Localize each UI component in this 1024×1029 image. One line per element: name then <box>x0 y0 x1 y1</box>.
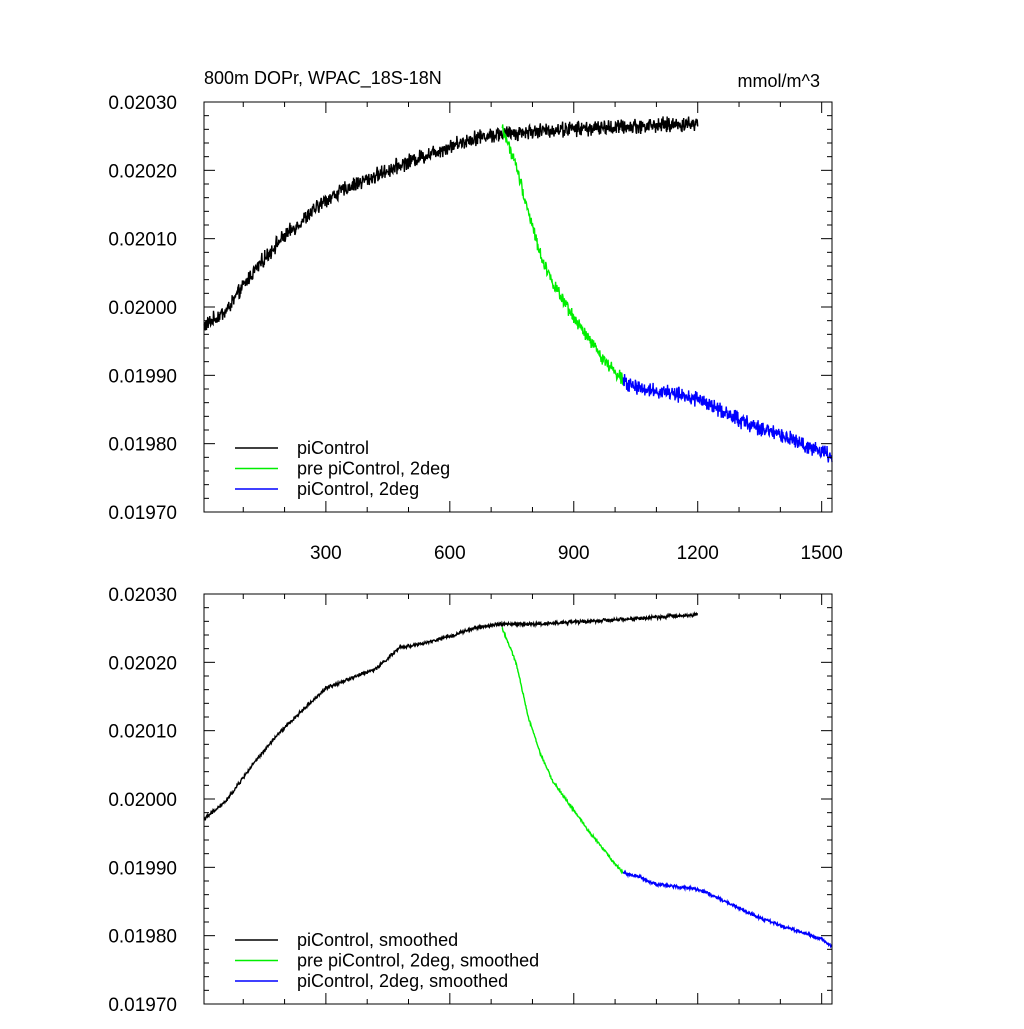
y-tick-label: 0.02010 <box>108 722 177 743</box>
y-tick-label: 0.01980 <box>108 435 177 456</box>
x-tick-label: 600 <box>434 543 466 564</box>
series-line-picontrol <box>203 116 699 331</box>
series-line-picontrol-smoothed <box>203 610 698 821</box>
series-line-pre-picontrol-2deg <box>501 124 625 386</box>
y-tick-label: 0.01990 <box>108 858 177 879</box>
top-panel: 800m DOPr, WPAC_18S-18N mmol/m^3 0.02030… <box>108 68 842 564</box>
y-tick-label: 0.01970 <box>108 503 177 524</box>
legend-label: piControl <box>297 438 369 458</box>
y-tick-label: 0.02010 <box>108 230 177 251</box>
legend-label: pre piControl, 2deg <box>297 459 450 479</box>
y-tick-label: 0.01990 <box>108 366 177 387</box>
y-tick-label: 0.02030 <box>108 93 177 114</box>
x-tick-label: 1500 <box>801 543 843 564</box>
ticks-layer: 0.02030 0.02020 0.02010 0.02000 0.01990 0.019… <box>108 585 832 1016</box>
plot-frame <box>203 101 833 513</box>
x-tick-label: 1200 <box>677 543 719 564</box>
chart-title: 800m DOPr, WPAC_18S-18N <box>204 68 442 89</box>
y-tick-label: 0.02000 <box>108 790 177 811</box>
y-tick-label: 0.01970 <box>108 995 177 1016</box>
bottom-panel: 0.02030 0.02020 0.02010 0.02000 0.01990 0.019… <box>108 585 833 1016</box>
series-line-pre-picontrol-2deg-smoothed <box>501 627 624 875</box>
ticks-layer: 0.02030 0.02020 0.02010 0.02000 0.01990 0.019… <box>108 93 842 564</box>
x-tick-label: 300 <box>310 543 342 564</box>
legend-label: piControl, 2deg <box>297 479 419 499</box>
units-label: mmol/m^3 <box>738 71 820 91</box>
series-layer <box>203 610 833 949</box>
y-tick-label: 0.02000 <box>108 298 177 319</box>
y-tick-label: 0.02030 <box>108 585 177 606</box>
plot-frame <box>203 593 833 1005</box>
legend-label: piControl, 2deg, smoothed <box>297 971 508 991</box>
x-tick-label: 900 <box>558 543 590 564</box>
y-tick-label: 0.01980 <box>108 927 177 948</box>
series-layer <box>203 116 833 463</box>
y-tick-label: 0.02020 <box>108 653 177 674</box>
y-tick-label: 0.02020 <box>108 161 177 182</box>
legend-label: pre piControl, 2deg, smoothed <box>297 951 539 971</box>
legend-label: piControl, smoothed <box>297 930 458 950</box>
series-line-picontrol-2deg-smoothed <box>622 869 833 949</box>
series-line-picontrol-2deg <box>622 374 833 463</box>
